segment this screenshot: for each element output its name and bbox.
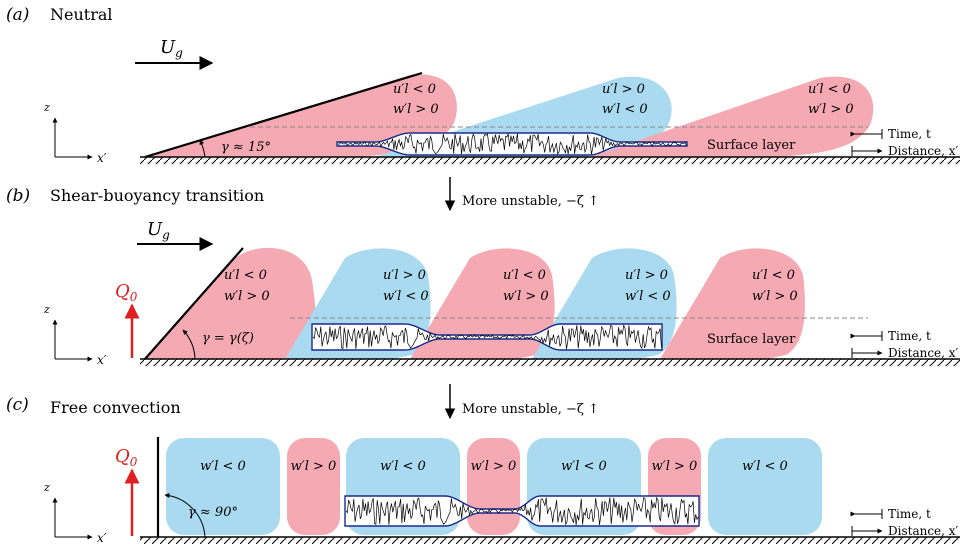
svg-text:Distance, x′: Distance, x′ bbox=[888, 144, 959, 158]
wind-label: Ug bbox=[147, 219, 170, 242]
svg-text:Distance, x′: Distance, x′ bbox=[888, 524, 959, 538]
angle-arc bbox=[199, 139, 206, 158]
svg-text:More unstable, −ζ ↑: More unstable, −ζ ↑ bbox=[462, 402, 599, 417]
cell-label: w′l < 0 bbox=[742, 459, 788, 474]
lobe-label: w′l < 0 bbox=[625, 289, 671, 304]
axes: z x′ bbox=[43, 303, 107, 367]
lobe-label: u′l < 0 bbox=[808, 82, 851, 97]
axes: z x′ bbox=[43, 101, 107, 165]
panel-b: (b) Shear-buoyancy transition Ug Q0 γ = … bbox=[6, 186, 960, 367]
angle-label: γ = γ(ζ) bbox=[202, 331, 254, 346]
panel-c-letter: (c) bbox=[6, 395, 29, 415]
transition-arrow: More unstable, −ζ ↑ bbox=[444, 177, 599, 212]
x-axis-label: x′ bbox=[97, 353, 107, 367]
updraft-lobe bbox=[590, 76, 874, 157]
lobe-label: u′l > 0 bbox=[602, 82, 645, 97]
turbulence-trace bbox=[337, 133, 687, 155]
panel-a-letter: (a) bbox=[6, 5, 29, 25]
updraft-cell bbox=[287, 438, 340, 535]
angle-label: γ ≈ 15° bbox=[221, 140, 271, 155]
time-distance-legend: Time, t Distance, x′ bbox=[850, 329, 959, 360]
tilt-line bbox=[144, 247, 244, 360]
lobe-label: w′l > 0 bbox=[808, 102, 854, 117]
turbulence-trace bbox=[312, 324, 662, 350]
lobe-label: u′l < 0 bbox=[393, 82, 436, 97]
lobe-label: u′l < 0 bbox=[224, 268, 267, 283]
time-distance-legend: Time, t Distance, x′ bbox=[850, 127, 959, 158]
turbulence-tube bbox=[344, 495, 700, 527]
tube-outline bbox=[336, 132, 688, 156]
downdraft-cell bbox=[708, 438, 822, 535]
cell-label: w′l < 0 bbox=[380, 459, 426, 474]
lobe-label: w′l > 0 bbox=[752, 289, 798, 304]
tube-outline bbox=[311, 323, 663, 351]
lobe-label: w′l < 0 bbox=[383, 289, 429, 304]
turbulence-tube bbox=[336, 132, 688, 156]
surface-layer-label: Surface layer bbox=[707, 138, 796, 153]
angle-label: γ ≈ 90° bbox=[188, 505, 238, 520]
axes: z x′ bbox=[43, 481, 107, 544]
wind-label: Ug bbox=[160, 37, 183, 60]
downdraft-cell bbox=[166, 438, 280, 535]
svg-text:Time, t: Time, t bbox=[888, 329, 931, 343]
updraft-cell bbox=[467, 438, 520, 535]
ground-hatch bbox=[140, 537, 960, 544]
panel-b-title: Shear-buoyancy transition bbox=[50, 186, 264, 205]
z-axis-label: z bbox=[43, 481, 50, 494]
time-distance-legend: Time, t Distance, x′ bbox=[850, 507, 959, 538]
heat-flux-label: Q0 bbox=[115, 281, 138, 304]
lobe-label: u′l < 0 bbox=[752, 268, 795, 283]
z-axis-label: z bbox=[43, 303, 50, 316]
cell-label: w′l > 0 bbox=[471, 459, 517, 474]
svg-text:More unstable, −ζ ↑: More unstable, −ζ ↑ bbox=[462, 194, 599, 209]
lobe-label: w′l < 0 bbox=[602, 102, 648, 117]
z-axis-label: z bbox=[43, 101, 50, 114]
turbulence-tube bbox=[311, 323, 663, 351]
ground-hatch bbox=[140, 157, 960, 164]
svg-text:Distance, x′: Distance, x′ bbox=[888, 346, 959, 360]
cell-label: w′l > 0 bbox=[652, 459, 698, 474]
angle-arc bbox=[182, 329, 196, 360]
turbulence-trace bbox=[345, 496, 699, 526]
panel-b-letter: (b) bbox=[6, 186, 30, 206]
tilt-line bbox=[144, 71, 423, 159]
x-axis-label: x′ bbox=[97, 531, 107, 544]
heat-flux-label: Q0 bbox=[115, 446, 138, 469]
cell-label: w′l < 0 bbox=[200, 459, 246, 474]
lobe-label: w′l > 0 bbox=[224, 289, 270, 304]
ground-hatch bbox=[140, 359, 960, 366]
lobe-label: w′l > 0 bbox=[393, 102, 439, 117]
updraft-lobe bbox=[410, 248, 555, 359]
updraft-lobe bbox=[145, 74, 457, 157]
lobe-label: u′l < 0 bbox=[503, 268, 546, 283]
surface-layer-label: Surface layer bbox=[707, 332, 796, 347]
panel-a-title: Neutral bbox=[50, 5, 113, 24]
panel-c: (c) Free convection w′l < 0 w′l > 0 w′l < … bbox=[6, 395, 960, 544]
panel-c-title: Free convection bbox=[50, 398, 181, 417]
x-axis-label: x′ bbox=[97, 151, 107, 165]
transition-arrow: More unstable, −ζ ↑ bbox=[444, 384, 599, 420]
cell-label: w′l > 0 bbox=[291, 459, 337, 474]
panel-a: (a) Neutral Ug γ ≈ 15° u′l < 0 w′l > 0 u′l… bbox=[6, 5, 960, 165]
lobe-label: w′l > 0 bbox=[503, 289, 549, 304]
angle-arc bbox=[164, 493, 206, 538]
lobe-label: u′l > 0 bbox=[383, 268, 426, 283]
cell-label: w′l < 0 bbox=[561, 459, 607, 474]
updraft-lobe bbox=[660, 248, 805, 359]
svg-text:Time, t: Time, t bbox=[888, 507, 931, 521]
lobe-label: u′l > 0 bbox=[625, 268, 668, 283]
svg-text:Time, t: Time, t bbox=[888, 127, 931, 141]
